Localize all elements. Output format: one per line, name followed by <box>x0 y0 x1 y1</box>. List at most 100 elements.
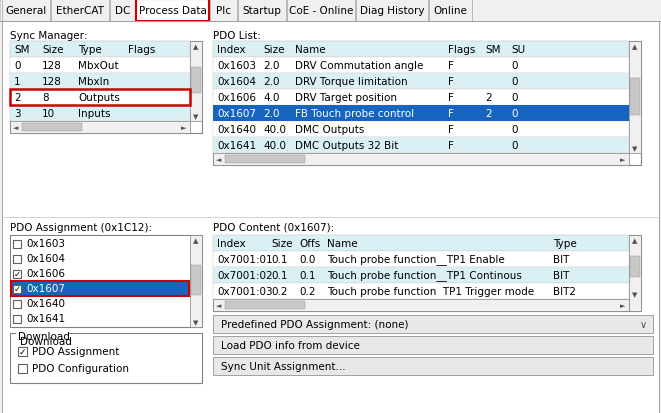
Text: 128: 128 <box>42 77 62 87</box>
Bar <box>16 332 68 339</box>
Text: ▼: ▼ <box>633 291 638 297</box>
Bar <box>10 74 190 90</box>
Bar <box>10 235 202 327</box>
Text: PDO Content (0x1607):: PDO Content (0x1607): <box>213 223 334 233</box>
Text: ►: ► <box>181 125 186 131</box>
Text: Load PDO info from device: Load PDO info from device <box>221 340 360 350</box>
Text: 2.0: 2.0 <box>263 109 280 119</box>
Text: PDO List:: PDO List: <box>213 31 260 41</box>
Text: Outputs: Outputs <box>78 93 120 103</box>
Bar <box>136 0 209 22</box>
Bar <box>190 235 202 327</box>
Bar <box>0 0 661 22</box>
Text: 0x1606: 0x1606 <box>217 93 256 103</box>
Bar <box>356 0 428 22</box>
Text: 0x1603: 0x1603 <box>26 239 65 249</box>
Text: ✓: ✓ <box>13 269 20 278</box>
Text: 0.1: 0.1 <box>271 254 288 264</box>
Text: EtherCAT: EtherCAT <box>56 6 104 16</box>
Text: 0: 0 <box>14 61 20 71</box>
Text: ▼: ▼ <box>193 114 199 120</box>
Text: ▲: ▲ <box>193 237 199 243</box>
Bar <box>13 240 21 248</box>
Bar <box>213 357 653 375</box>
Text: 128: 128 <box>42 61 62 71</box>
Bar <box>110 0 135 22</box>
Text: Name: Name <box>295 45 326 55</box>
Text: Size: Size <box>271 238 293 248</box>
Text: ∨: ∨ <box>639 319 646 329</box>
Bar <box>213 42 629 58</box>
Text: FB Touch probe control: FB Touch probe control <box>295 109 414 119</box>
Bar <box>11 236 189 252</box>
Bar <box>629 235 641 311</box>
Bar <box>10 90 190 106</box>
Text: F: F <box>448 93 454 103</box>
Text: 0x1604: 0x1604 <box>26 254 65 264</box>
Text: PDO Assignment (0x1C12):: PDO Assignment (0x1C12): <box>10 223 152 233</box>
Bar <box>225 156 305 164</box>
Text: Type: Type <box>553 238 577 248</box>
Bar <box>191 266 201 295</box>
Bar <box>213 336 653 354</box>
Bar <box>11 252 189 266</box>
Text: ◄: ◄ <box>13 125 19 131</box>
Text: ►: ► <box>620 302 626 308</box>
Text: Predefined PDO Assignment: (none): Predefined PDO Assignment: (none) <box>221 319 408 329</box>
Bar <box>18 364 27 373</box>
Text: ✓: ✓ <box>13 284 20 293</box>
Text: ▲: ▲ <box>193 44 199 50</box>
Text: 3: 3 <box>14 109 20 119</box>
Text: 0x1607: 0x1607 <box>217 109 256 119</box>
Bar <box>287 0 355 22</box>
Bar <box>213 58 629 74</box>
Text: 8: 8 <box>42 93 49 103</box>
Text: ✓: ✓ <box>19 347 26 356</box>
Text: 0: 0 <box>511 109 518 119</box>
Text: F: F <box>448 141 454 151</box>
Text: ◄: ◄ <box>216 157 221 163</box>
Text: DRV Commutation angle: DRV Commutation angle <box>295 61 424 71</box>
Bar <box>10 42 190 58</box>
Text: Name: Name <box>327 238 358 248</box>
Text: Plc: Plc <box>216 6 231 16</box>
Bar <box>10 58 190 74</box>
Bar <box>13 300 21 308</box>
Bar <box>213 235 641 311</box>
Text: MbxOut: MbxOut <box>78 61 118 71</box>
Text: 0x1607: 0x1607 <box>26 284 65 294</box>
Bar <box>11 266 189 281</box>
Text: ►: ► <box>620 157 626 163</box>
Bar <box>213 90 629 106</box>
Text: PDO Configuration: PDO Configuration <box>32 363 129 374</box>
Text: 0: 0 <box>511 125 518 135</box>
Bar <box>11 296 189 311</box>
Bar <box>13 285 21 293</box>
Text: Offs: Offs <box>299 238 320 248</box>
Text: 2.0: 2.0 <box>263 77 280 87</box>
Bar <box>213 106 629 122</box>
Bar <box>225 301 305 309</box>
Text: 0x1640: 0x1640 <box>26 299 65 309</box>
Bar <box>210 0 237 22</box>
Text: DC: DC <box>115 6 130 16</box>
Bar <box>11 281 189 296</box>
Text: 0: 0 <box>511 93 518 103</box>
Text: BIT: BIT <box>553 254 569 264</box>
Text: 0x7001:01: 0x7001:01 <box>217 254 272 264</box>
Text: F: F <box>448 61 454 71</box>
Bar <box>13 255 21 263</box>
Text: 0.0: 0.0 <box>299 254 315 264</box>
Text: BIT2: BIT2 <box>553 286 576 296</box>
Bar <box>213 74 629 90</box>
Text: Touch probe function__TP1 Enable: Touch probe function__TP1 Enable <box>327 254 505 265</box>
Text: ▲: ▲ <box>633 237 638 243</box>
Text: SM: SM <box>485 45 500 55</box>
Bar <box>13 270 21 278</box>
Bar <box>10 122 190 134</box>
Text: 0: 0 <box>511 77 518 87</box>
Bar <box>213 122 629 138</box>
Bar <box>213 267 629 283</box>
Text: 40.0: 40.0 <box>263 141 286 151</box>
Text: F: F <box>448 125 454 135</box>
